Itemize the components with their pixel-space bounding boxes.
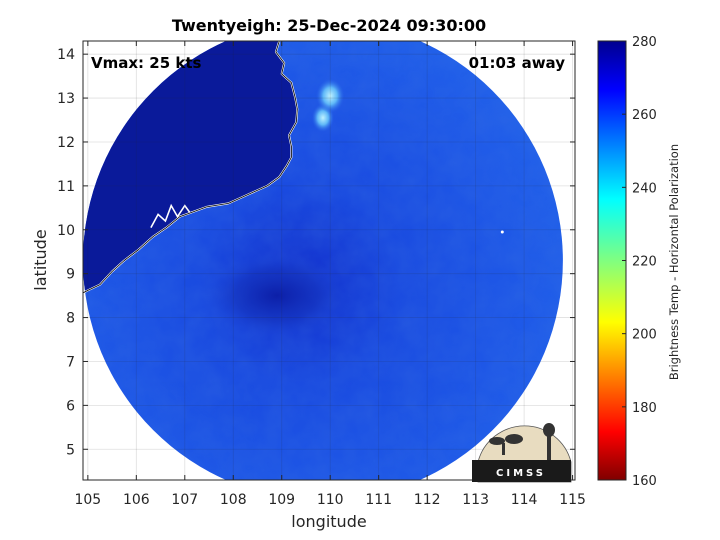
colorbar-tick-label-3: 220 (632, 255, 657, 270)
x-tick-label-1: 106 (123, 492, 150, 508)
y-tick-label-2: 7 (66, 354, 75, 370)
logo-dish-left (489, 437, 505, 445)
colorbar-tick-label-6: 280 (632, 35, 657, 50)
time-offset-annotation: 01:03 away (469, 54, 566, 72)
y-axis-ticks: 5 6 7 8 9 10 11 12 13 14 (57, 47, 575, 458)
cimss-logo: CIMSS (472, 423, 572, 483)
y-tick-label-8: 13 (57, 91, 75, 107)
x-tick-label-5: 110 (317, 492, 344, 508)
islet (500, 230, 504, 234)
y-tick-label-3: 8 (66, 311, 75, 327)
x-tick-label-7: 112 (414, 492, 441, 508)
logo-dish-right (505, 434, 523, 444)
y-tick-label-9: 14 (57, 47, 75, 63)
x-tick-label-3: 108 (220, 492, 247, 508)
y-tick-label-7: 12 (57, 135, 75, 151)
x-tick-label-4: 109 (268, 492, 295, 508)
warm-spot-2 (316, 78, 345, 113)
x-tick-label-8: 113 (462, 492, 489, 508)
colorbar-tick-label-4: 240 (632, 181, 657, 196)
y-tick-label-0: 5 (66, 442, 75, 458)
colorbar-tick-label-2: 200 (632, 328, 657, 343)
logo-banner (472, 460, 571, 482)
x-tick-label-9: 114 (511, 492, 538, 508)
x-tick-label-0: 105 (74, 492, 101, 508)
chart-title: Twentyeigh: 25-Dec-2024 09:30:00 (172, 16, 486, 35)
y-tick-label-5: 10 (57, 223, 75, 239)
logo-tank (543, 423, 555, 437)
y-tick-label-4: 9 (66, 267, 75, 283)
coastline-outline (83, 41, 298, 294)
y-tick-label-1: 6 (66, 398, 75, 414)
colorbar-tick-label-1: 180 (632, 401, 657, 416)
logo-dish-stand (502, 443, 505, 455)
logo-text: CIMSS (496, 468, 546, 479)
colorbar-label: Brightness Temp - Horizontal Polarizatio… (667, 144, 681, 380)
x-axis-label: longitude (291, 512, 366, 531)
colorbar-tick-label-0: 160 (632, 474, 657, 489)
colorbar-tick-label-5: 260 (632, 108, 657, 123)
x-tick-label-2: 107 (171, 492, 198, 508)
x-tick-label-6: 111 (365, 492, 392, 508)
vmax-annotation: Vmax: 25 kts (91, 54, 201, 72)
colorbar-ticks: 160 180 200 220 240 260 280 (622, 35, 657, 489)
axes-frame (82, 40, 576, 481)
river-delta-coast (150, 203, 191, 228)
y-tick-label-6: 11 (57, 179, 75, 195)
x-tick-label-10: 115 (559, 492, 586, 508)
y-axis-label: latitude (31, 229, 50, 290)
logo-tower (547, 430, 551, 460)
colorbar (597, 40, 627, 481)
low-centre-region (206, 253, 347, 338)
